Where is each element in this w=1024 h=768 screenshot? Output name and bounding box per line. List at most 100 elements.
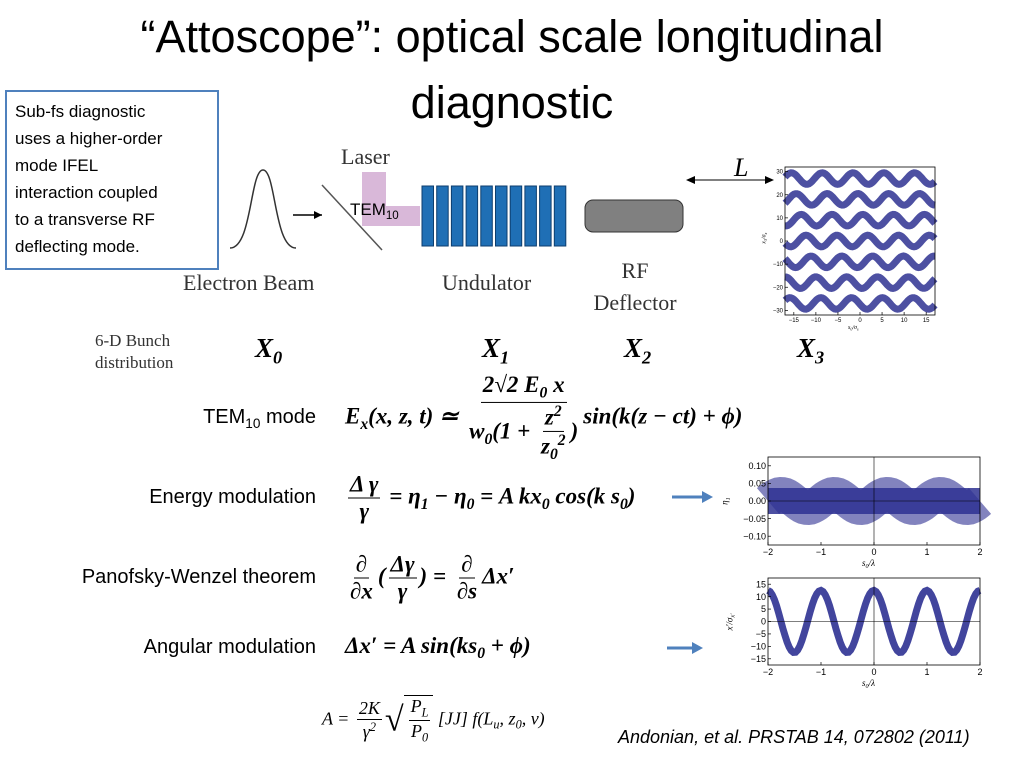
denominator: γ: [396, 579, 410, 605]
y-tick-label: −15: [751, 654, 766, 664]
text-run: ∂s: [456, 578, 478, 604]
text-run: Δγ: [390, 551, 415, 577]
numerator: PL: [408, 696, 431, 722]
x-tick-label: −5: [835, 318, 843, 324]
text-run: mode: [260, 406, 316, 428]
text-run: s: [862, 558, 866, 568]
text-run: TEM: [350, 200, 386, 219]
arrow-head: [702, 491, 713, 503]
y-tick-label: 15: [756, 579, 766, 589]
undulator-label: Undulator: [442, 270, 532, 295]
text-run: x: [360, 415, 369, 433]
text-run: sin(k(z − ct) + ϕ): [583, 403, 743, 429]
text-run: 0: [477, 645, 486, 663]
text-run: γ: [397, 578, 408, 604]
x-tick-label: −1: [816, 667, 826, 677]
y-tick-label: −5: [756, 629, 766, 639]
text-run: 10: [245, 415, 261, 431]
undulator-magnet: [524, 185, 537, 247]
laser-label: Laser: [341, 144, 390, 169]
text-run: 2: [642, 347, 652, 368]
arrow-head: [314, 211, 322, 219]
text-run: 0: [850, 326, 853, 332]
text-run: 0: [865, 564, 869, 571]
text-run: A =: [322, 708, 354, 729]
equation: Ex(x, z, t) ≃ 2√2 E0 x w0(1 + z2 z02) sin(k…: [345, 372, 742, 464]
stage-label: X2: [624, 333, 651, 368]
undulator-magnet: [480, 185, 493, 247]
text-run: 1: [420, 495, 429, 513]
radicand: PL P0: [403, 695, 434, 746]
amplitude-equation: A = 2K γ2 √ PL P0 [JJ] f(Lu, z0, ν): [322, 695, 545, 746]
y-axis-label: x′/σx′: [724, 613, 736, 630]
callout-line: Sub-fs diagnostic: [15, 102, 146, 121]
denominator: γ2: [361, 720, 378, 743]
callout-line: deflecting mode.: [15, 237, 140, 256]
y-tick-label: 20: [776, 193, 783, 199]
text-run: 1: [500, 347, 510, 368]
text-run: x: [547, 371, 565, 397]
x-tick-label: −15: [789, 318, 800, 324]
callout-line: mode IFEL: [15, 156, 99, 175]
text-run: , z: [499, 708, 516, 729]
x-tick-label: 2: [977, 667, 982, 677]
text-run: 0: [421, 730, 429, 745]
length-label: L: [734, 153, 749, 182]
y-tick-label: 10: [776, 216, 783, 222]
text-run: [JJ] f(L: [433, 708, 494, 729]
undulator-magnet: [450, 185, 464, 247]
citation: Andonian, et al. PRSTAB 14, 072802 (2011…: [618, 727, 970, 747]
text-run: ) =: [419, 563, 452, 589]
numerator: ∂: [353, 551, 370, 579]
text-run: 0: [541, 495, 550, 513]
text-run: Δx′ = A sin(ks: [345, 632, 478, 658]
stage-label: X3: [797, 333, 824, 368]
y-tick-label: −10: [773, 262, 784, 268]
fraction: PL P0: [408, 696, 431, 746]
y-tick-label: −0.10: [743, 531, 766, 541]
text-run: 0: [484, 431, 493, 449]
text-run: cos(k s: [549, 483, 620, 509]
callout-line: interaction coupled: [15, 183, 158, 202]
x-tick-label: 10: [901, 318, 908, 324]
text-run: /λ: [868, 678, 875, 688]
fraction: 2K γ2: [356, 698, 382, 743]
equation: Δx′ = A sin(ks0 + ϕ): [345, 633, 531, 663]
text-run: 0: [539, 384, 548, 402]
text-run: x′: [730, 613, 737, 618]
text-run: Angular modulation: [143, 636, 316, 658]
tem-label: TEM10: [350, 200, 399, 222]
row-label: Angular modulation: [144, 636, 316, 659]
x-tick-label: 2: [977, 547, 982, 557]
text-run: 0: [549, 446, 558, 464]
text-run: ∂: [355, 551, 368, 577]
y-tick-label: −10: [751, 642, 766, 652]
text-run: TEM: [203, 406, 246, 428]
text-run: ∂x: [350, 578, 373, 604]
text-run: X: [624, 333, 643, 363]
text-run: 10: [385, 210, 399, 223]
beam-label: Electron Beam: [183, 270, 315, 295]
fraction: Δγ γ: [388, 551, 417, 605]
fraction: ∂ ∂x: [348, 552, 375, 605]
undulator-magnet: [421, 185, 434, 247]
text-run: − η: [428, 483, 467, 509]
label-line: RF: [621, 258, 649, 283]
text-run: 0: [466, 495, 475, 513]
text-run: Panofsky-Wenzel theorem: [81, 566, 316, 588]
numerator: ∂: [459, 552, 475, 579]
text-run: Δx′: [482, 563, 515, 589]
x-tick-label: 0: [871, 547, 876, 557]
stage-label: X1: [482, 333, 509, 368]
arrow-head: [692, 642, 703, 654]
x-tick-label: −2: [763, 667, 773, 677]
undulator: [421, 185, 567, 247]
text-run: /λ: [868, 558, 875, 568]
deflector-label: RF Deflector: [585, 255, 685, 319]
text-run: Δ γ: [350, 471, 379, 497]
